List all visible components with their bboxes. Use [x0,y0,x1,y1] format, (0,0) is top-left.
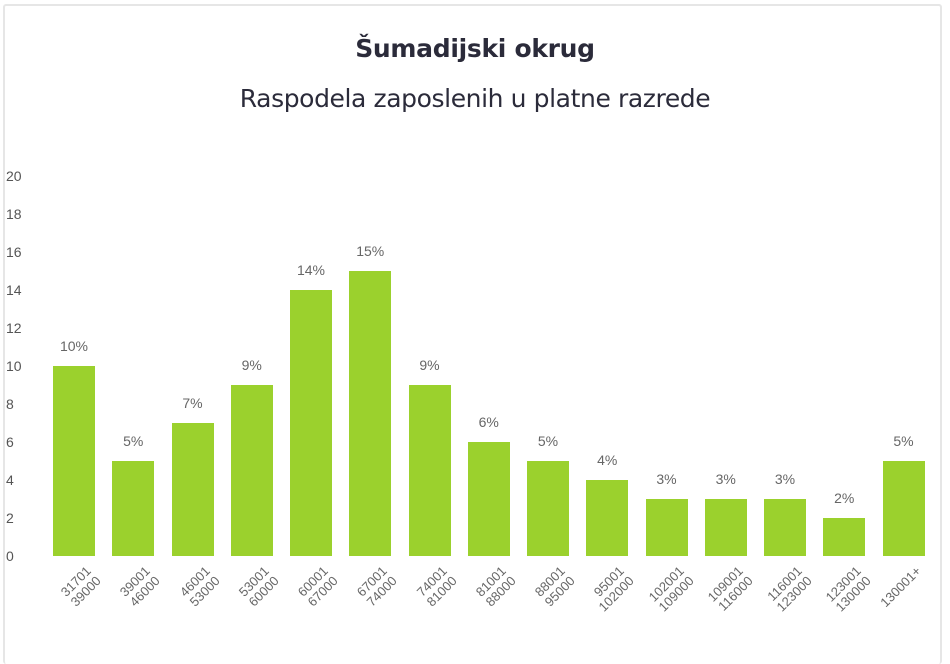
chart-title: Šumadijski okrug [355,34,595,63]
bar-data-label: 7% [182,395,203,411]
bar[interactable] [527,461,569,556]
bar-data-label: 5% [123,433,144,449]
bar-data-label: 6% [478,414,499,430]
bar-data-label: 14% [296,262,326,278]
y-axis-tick: 10 [6,358,22,374]
y-axis-tick: 20 [6,168,22,184]
bar[interactable] [408,385,451,556]
x-axis-category-label: 31701 39000 [27,563,104,640]
x-axis-category-label: 123001 130000 [798,563,874,640]
chart-subtitle: Raspodela zaposlenih u platne razrede [239,84,711,113]
y-axis-tick: 6 [6,434,14,450]
x-axis-category-label: 81001 88000 [442,563,518,640]
x-axis-category-label: 130001+ [857,563,924,630]
bar[interactable] [230,385,273,556]
bar[interactable] [290,290,332,556]
bar[interactable] [53,366,95,556]
x-axis-category-label: 88001 95000 [501,563,578,640]
x-axis-category-label: 109001 116000 [679,563,755,640]
bar-data-label: 3% [774,471,796,487]
bar[interactable] [112,461,155,556]
bar[interactable] [349,271,392,556]
x-axis-category-label: 60001 67000 [264,563,341,640]
bar[interactable] [764,499,806,556]
bar-data-label: 3% [656,471,677,487]
bar[interactable] [171,423,214,556]
x-axis-category-label: 53001 60000 [205,563,281,640]
bar-data-label: 15% [356,243,385,259]
y-axis-tick: 16 [6,244,22,260]
x-axis-category-label: 95001 102000 [561,563,637,640]
bar[interactable] [467,442,510,556]
bar-data-label: 10% [59,338,89,354]
x-label-line-1: 130001+ [876,563,924,610]
y-axis-tick: 8 [6,396,14,412]
bar[interactable] [645,499,688,556]
bar-data-label: 3% [715,471,736,487]
y-axis-tick: 4 [6,472,14,488]
x-axis-category-label: 116001 123000 [738,563,815,640]
x-axis-category-label: 102001 109000 [620,563,696,640]
bar[interactable] [882,461,925,556]
y-axis-tick: 18 [6,206,22,222]
x-axis-category-label: 46001 53000 [146,563,222,640]
bar-data-label: 5% [893,433,914,449]
bar-data-label: 9% [241,357,262,373]
bar-data-label: 2% [834,490,855,506]
x-axis-category-label: 39001 46000 [87,563,163,640]
bar[interactable] [586,480,629,556]
y-axis-tick: 12 [6,320,22,336]
y-axis-tick: 0 [6,548,14,564]
bar-data-label: 5% [537,433,559,449]
bar-data-label: 4% [597,452,618,468]
x-axis-category-label: 67001 74000 [324,563,400,640]
bar-data-label: 9% [419,357,440,373]
y-axis-tick: 2 [6,510,14,526]
y-axis-tick: 14 [6,282,22,298]
bar[interactable] [823,518,866,556]
bar[interactable] [704,499,747,556]
x-axis-category-label: 74001 81000 [383,563,459,640]
